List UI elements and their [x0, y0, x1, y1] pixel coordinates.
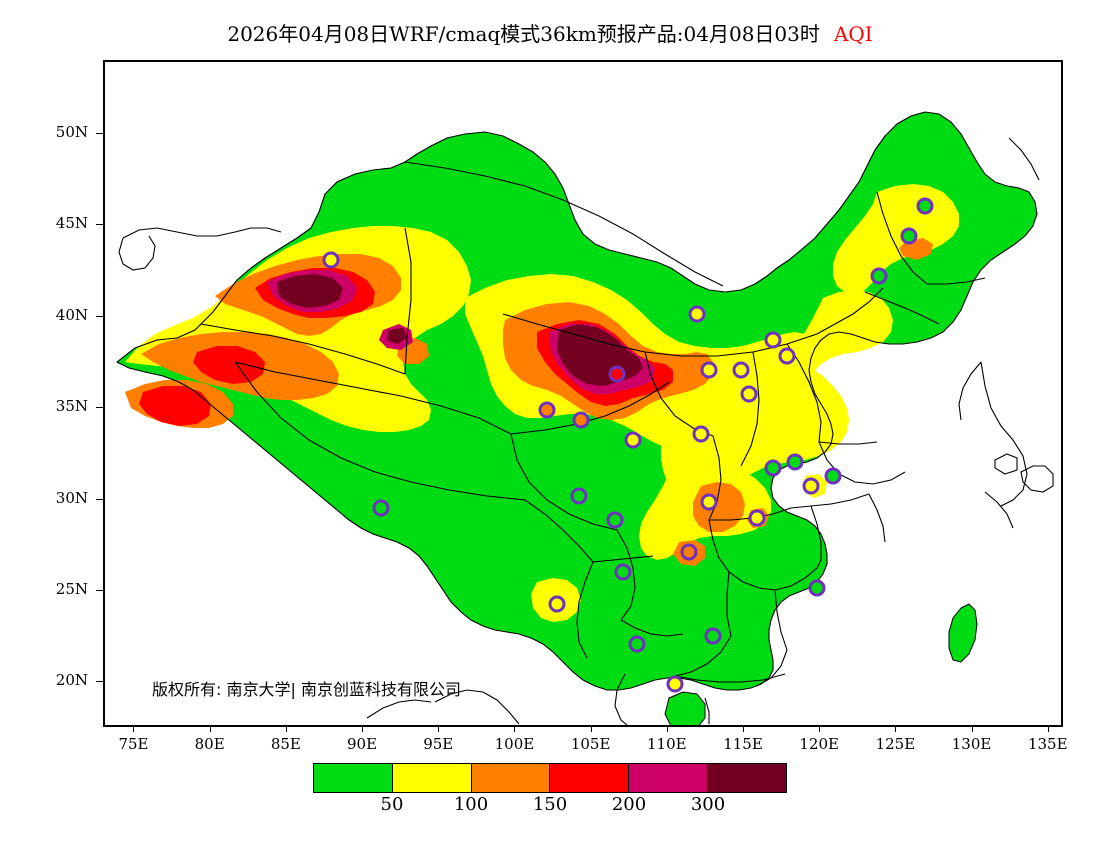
station-marker[interactable] — [732, 361, 750, 379]
x-axis-label: 75E — [118, 735, 149, 753]
station-marker[interactable] — [704, 627, 722, 645]
station-marker[interactable] — [748, 509, 766, 527]
y-axis-tick — [96, 407, 103, 409]
station-marker[interactable] — [372, 499, 390, 517]
station-marker[interactable] — [778, 347, 796, 365]
colorbar-segment[interactable] — [628, 764, 708, 792]
y-axis-tick — [96, 133, 103, 135]
x-axis-label: 80E — [194, 735, 225, 753]
y-axis-tick — [96, 315, 103, 317]
station-marker[interactable] — [692, 425, 710, 443]
colorbar-tick-label: 50 — [380, 794, 404, 815]
station-marker[interactable] — [786, 453, 804, 471]
station-marker[interactable] — [606, 511, 624, 529]
colorbar-tick-label: 300 — [690, 794, 726, 815]
station-marker[interactable] — [322, 251, 340, 269]
map-plot-area[interactable] — [103, 60, 1063, 727]
station-marker[interactable] — [900, 227, 918, 245]
colorbar-labels: 50 100 150 200 300 — [313, 794, 787, 818]
x-axis-tick — [133, 725, 135, 732]
y-axis-label: 30N — [55, 488, 88, 507]
station-marker[interactable] — [870, 267, 888, 285]
colorbar-segment[interactable] — [707, 764, 786, 792]
station-marker[interactable] — [570, 487, 588, 505]
x-axis-tick — [819, 725, 821, 732]
station-marker[interactable] — [572, 411, 590, 429]
station-marker[interactable] — [700, 361, 718, 379]
x-axis-label: 90E — [347, 735, 378, 753]
x-axis-label: 100E — [494, 735, 535, 753]
station-marker[interactable] — [624, 431, 642, 449]
y-axis-tick — [96, 224, 103, 226]
x-axis-label: 110E — [647, 735, 687, 753]
x-axis-tick — [1047, 725, 1049, 732]
colorbar-tick-label: 150 — [532, 794, 568, 815]
x-axis-tick — [743, 725, 744, 732]
station-marker[interactable] — [740, 385, 758, 403]
x-axis-tick — [971, 725, 973, 732]
station-marker[interactable] — [916, 197, 934, 215]
x-axis-label: 125E — [875, 735, 916, 753]
x-axis-label: 120E — [799, 735, 839, 753]
page-title-variable: AQI — [833, 22, 873, 46]
y-axis-tick — [96, 681, 103, 683]
y-axis-tick — [96, 498, 103, 500]
station-markers[interactable] — [322, 197, 934, 693]
station-marker[interactable] — [824, 467, 842, 485]
taiwan-island — [948, 603, 978, 663]
x-axis-tick — [514, 725, 516, 732]
x-axis-label: 135E — [1027, 735, 1068, 753]
x-axis-tick — [209, 725, 211, 732]
x-axis-label: 85E — [270, 735, 301, 753]
y-axis-label: 35N — [55, 397, 88, 416]
colorbar[interactable] — [313, 763, 787, 793]
colorbar-segment[interactable] — [391, 764, 471, 792]
station-marker[interactable] — [548, 595, 566, 613]
x-axis-tick — [895, 725, 897, 732]
station-marker[interactable] — [764, 331, 782, 349]
station-marker[interactable] — [680, 543, 698, 561]
x-axis-tick — [438, 725, 440, 732]
x-axis-label: 130E — [951, 735, 992, 753]
colorbar-tick-label: 100 — [453, 794, 489, 815]
y-axis-label: 20N — [55, 671, 88, 690]
station-marker[interactable] — [700, 493, 718, 511]
station-marker[interactable] — [802, 477, 820, 495]
x-axis-tick — [285, 725, 287, 732]
station-marker[interactable] — [628, 635, 646, 653]
y-axis-label: 40N — [55, 305, 88, 324]
y-axis-label: 25N — [55, 579, 88, 598]
colorbar-segment[interactable] — [470, 764, 550, 792]
y-axis-label: 50N — [55, 123, 88, 142]
station-marker[interactable] — [666, 675, 684, 693]
station-marker[interactable] — [764, 459, 782, 477]
administrative-borders — [115, 111, 1054, 725]
x-axis-label: 115E — [723, 735, 763, 753]
x-axis-tick — [666, 725, 668, 732]
colorbar-segment[interactable] — [549, 764, 629, 792]
x-axis-label: 105E — [570, 735, 611, 753]
x-axis-tick — [362, 725, 364, 732]
copyright-notice: 版权所有: 南京大学| 南京创蓝科技有限公司 — [152, 680, 461, 699]
hainan-island — [664, 691, 706, 725]
y-axis-label: 45N — [55, 214, 88, 233]
station-marker[interactable] — [614, 563, 632, 581]
china-aqi-contour-map[interactable] — [105, 62, 1061, 725]
station-marker[interactable] — [808, 579, 826, 597]
page-title: 2026年04月08日WRF/cmaq模式36km预报产品:04月08日03时 A… — [0, 18, 1100, 47]
page-title-main: 2026年04月08日WRF/cmaq模式36km预报产品:04月08日03时 — [227, 22, 820, 46]
x-axis-label: 95E — [423, 735, 454, 753]
y-axis-tick — [96, 589, 103, 591]
colorbar-segment[interactable] — [314, 764, 392, 792]
station-marker[interactable] — [608, 365, 626, 383]
x-axis-tick — [590, 725, 592, 732]
station-marker[interactable] — [688, 305, 706, 323]
colorbar-tick-label: 200 — [611, 794, 647, 815]
station-marker[interactable] — [538, 401, 556, 419]
